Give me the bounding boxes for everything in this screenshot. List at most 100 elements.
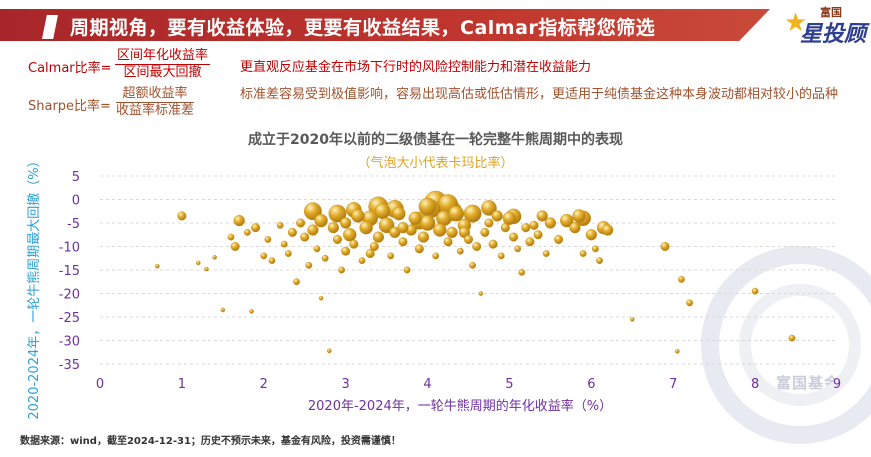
bubble-point xyxy=(358,257,366,264)
bubble-point xyxy=(481,200,497,216)
bubble-point xyxy=(448,205,465,222)
y-tick-label: -35 xyxy=(59,358,80,373)
logo-top-text: 富国 xyxy=(820,6,842,19)
bubble-point xyxy=(629,317,635,322)
bubble-point xyxy=(518,268,526,276)
bubble-point xyxy=(332,234,342,244)
x-tick-label: 5 xyxy=(505,377,513,392)
bubble-point xyxy=(497,252,505,260)
bubble-point xyxy=(414,244,424,254)
bubble-point xyxy=(529,220,539,230)
banner-mark xyxy=(42,15,58,39)
watermark-text: 富国基金 xyxy=(776,374,841,392)
bubble-point xyxy=(230,241,240,251)
bubble-point xyxy=(478,291,484,296)
bubble-point xyxy=(675,349,680,354)
bubble-point xyxy=(276,221,284,229)
bubble-point xyxy=(321,254,329,262)
chart-title: 成立于2020年以前的二级债基在一轮完整牛熊周期中的表现 xyxy=(248,132,623,148)
y-tick-label: -15 xyxy=(59,264,80,279)
bubble-point xyxy=(446,226,458,239)
x-tick-label: 6 xyxy=(587,377,595,392)
bubble-point xyxy=(340,217,352,229)
brand-logo: ★ 富国 星投顾 xyxy=(780,2,870,47)
logo-main-text: 星投顾 xyxy=(800,22,867,47)
bubble-point xyxy=(433,223,447,237)
y-tick-label: -10 xyxy=(59,241,80,256)
bubble-point xyxy=(579,250,587,257)
bubble-point xyxy=(227,233,235,241)
bubble-point xyxy=(469,261,476,269)
bubble-point xyxy=(392,206,406,221)
bubble-point xyxy=(560,213,574,228)
x-tick-label: 0 xyxy=(96,377,104,392)
sharpe-label: Sharpe比率= xyxy=(28,99,111,114)
bubble-point xyxy=(514,245,522,253)
bubble-point xyxy=(536,210,548,222)
bubble-point xyxy=(788,334,796,342)
bubble-point xyxy=(374,203,391,220)
page-title: 周期视角，要有收益体验，更要有收益结果，Calmar指标帮您筛选 xyxy=(70,17,656,39)
x-tick-label: 3 xyxy=(342,377,350,392)
bubble-point xyxy=(155,263,160,269)
chart-subtitle: （气泡大小代表卡玛比率） xyxy=(357,156,514,171)
header-banner xyxy=(0,9,770,41)
bubble-point xyxy=(195,260,201,266)
sharpe-denominator: 收益率标准差 xyxy=(116,103,195,118)
bubble-point xyxy=(596,257,603,264)
y-axis-label: 2020-2024年，一轮牛熊周期最大回撤（%） xyxy=(26,154,42,419)
bubble-point xyxy=(300,232,310,242)
bubble-point xyxy=(249,309,254,314)
bubble-point xyxy=(500,223,510,233)
bubble-point xyxy=(472,241,482,251)
x-tick-label: 1 xyxy=(178,377,186,392)
bubble-point xyxy=(660,241,670,251)
bubble-point xyxy=(284,250,292,257)
x-tick-label: 2 xyxy=(260,377,268,392)
bubble-point xyxy=(260,252,268,260)
bubble-point xyxy=(204,266,209,272)
bubble-point xyxy=(305,261,313,269)
x-tick-label: 7 xyxy=(669,377,677,392)
bubble-point xyxy=(233,215,245,227)
bubble-point xyxy=(318,295,324,301)
bubble-point xyxy=(398,237,408,247)
y-tick-label: 0 xyxy=(72,194,80,209)
bubble-point xyxy=(502,211,517,226)
bubble-point xyxy=(544,217,556,229)
bubble-point xyxy=(509,232,519,242)
bubble-point xyxy=(177,211,187,221)
bubble-point xyxy=(359,220,373,235)
bubble-point xyxy=(313,245,321,253)
bubble-point xyxy=(686,299,693,307)
watermark-emblem xyxy=(701,246,871,444)
bubble-point xyxy=(456,247,464,255)
y-tick-label: -20 xyxy=(59,288,80,303)
x-tick-label: 8 xyxy=(751,377,759,392)
bubble-point xyxy=(569,222,581,234)
bubble-point xyxy=(314,213,328,228)
x-tick-label: 4 xyxy=(423,377,431,392)
bubble-point xyxy=(751,287,759,295)
y-tick-label: 5 xyxy=(72,170,80,185)
bubble-point xyxy=(243,228,251,236)
bubble-point xyxy=(326,348,332,354)
bubble-point xyxy=(554,234,564,244)
y-tick-label: -5 xyxy=(67,217,80,232)
bubble-point xyxy=(443,237,453,247)
bubble-point xyxy=(602,224,614,236)
bubble-point xyxy=(397,222,409,234)
bubble-point xyxy=(403,266,411,274)
y-tick-label: -30 xyxy=(59,335,80,350)
bubble-point xyxy=(432,252,440,260)
bubble-point xyxy=(338,266,345,274)
star-icon: ★ xyxy=(784,8,808,38)
x-tick-label: 9 xyxy=(833,377,841,392)
sharpe-fraction: 超额收益率 收益率标准差 xyxy=(116,86,195,119)
calmar-numerator: 区间年化收益率 xyxy=(115,48,211,65)
bubble-point xyxy=(251,223,261,233)
bubble-point xyxy=(328,204,347,223)
bubble-point xyxy=(419,215,436,231)
bubble-point xyxy=(525,237,535,247)
